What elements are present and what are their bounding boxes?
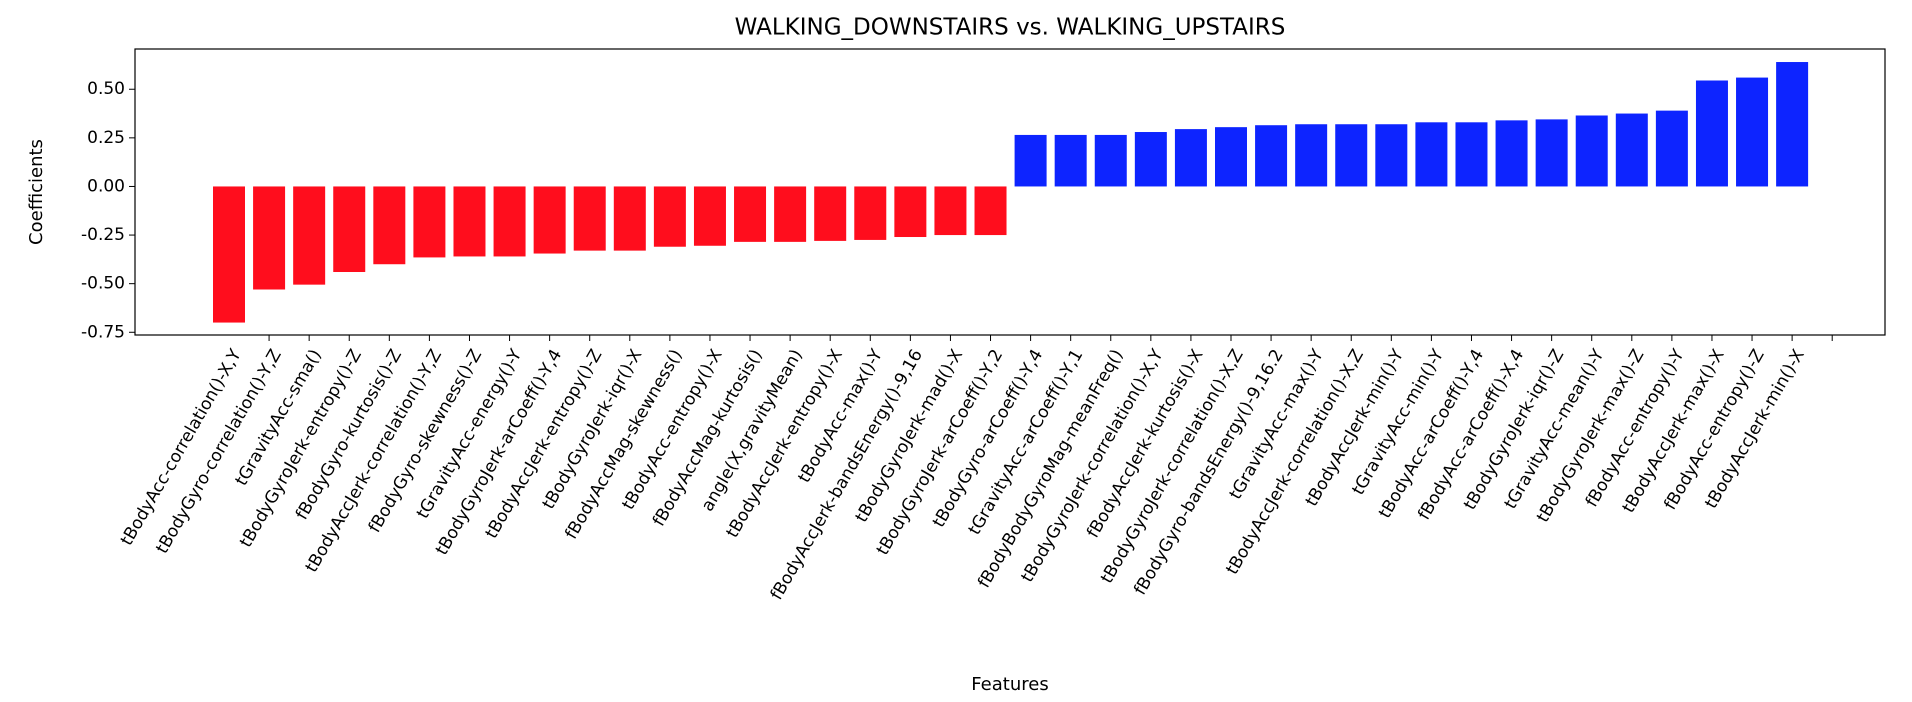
bar [934, 186, 967, 236]
bar [453, 186, 486, 257]
y-tick-label: 0.00 [87, 176, 125, 196]
bar [814, 186, 847, 241]
y-tick-label: 0.50 [87, 79, 125, 99]
y-axis-label: Coefficients [26, 139, 47, 245]
bar [774, 186, 807, 242]
bar [573, 186, 606, 251]
y-tick-label: -0.50 [81, 274, 125, 294]
bar [1215, 127, 1247, 187]
bar [894, 186, 927, 238]
bar [1335, 124, 1368, 187]
bar [974, 186, 1007, 236]
bar [1615, 113, 1648, 187]
bar [1575, 115, 1608, 187]
x-axis-label: Features [971, 674, 1048, 695]
y-tick-label: -0.75 [81, 322, 125, 342]
bar [253, 186, 286, 290]
bar [493, 186, 526, 257]
bar [373, 186, 406, 265]
bar [653, 186, 686, 247]
bar [854, 186, 887, 240]
y-tick-label: 0.25 [87, 128, 125, 148]
bar [1295, 124, 1328, 187]
y-tick-label: -0.25 [81, 225, 125, 245]
bar [1174, 129, 1207, 187]
bar [1455, 122, 1488, 187]
bar [1134, 132, 1167, 187]
bar [1776, 62, 1809, 187]
bar [213, 186, 245, 323]
bar [1014, 134, 1047, 187]
bar [693, 186, 726, 246]
bar [533, 186, 566, 254]
bar [413, 186, 446, 258]
bar [1054, 134, 1087, 187]
bar [613, 186, 646, 251]
bar [1495, 120, 1528, 187]
bar [1736, 77, 1769, 187]
bar [1094, 134, 1127, 187]
bar [293, 186, 326, 285]
bar [1695, 80, 1728, 187]
bar [1255, 125, 1288, 187]
bar [333, 186, 366, 273]
bar [1375, 124, 1408, 187]
chart-title: WALKING_DOWNSTAIRS vs. WALKING_UPSTAIRS [735, 15, 1286, 41]
bar [734, 186, 767, 242]
bar [1415, 122, 1448, 187]
plot-frame [134, 48, 1886, 336]
bar [1655, 110, 1688, 187]
bar [1535, 119, 1568, 187]
